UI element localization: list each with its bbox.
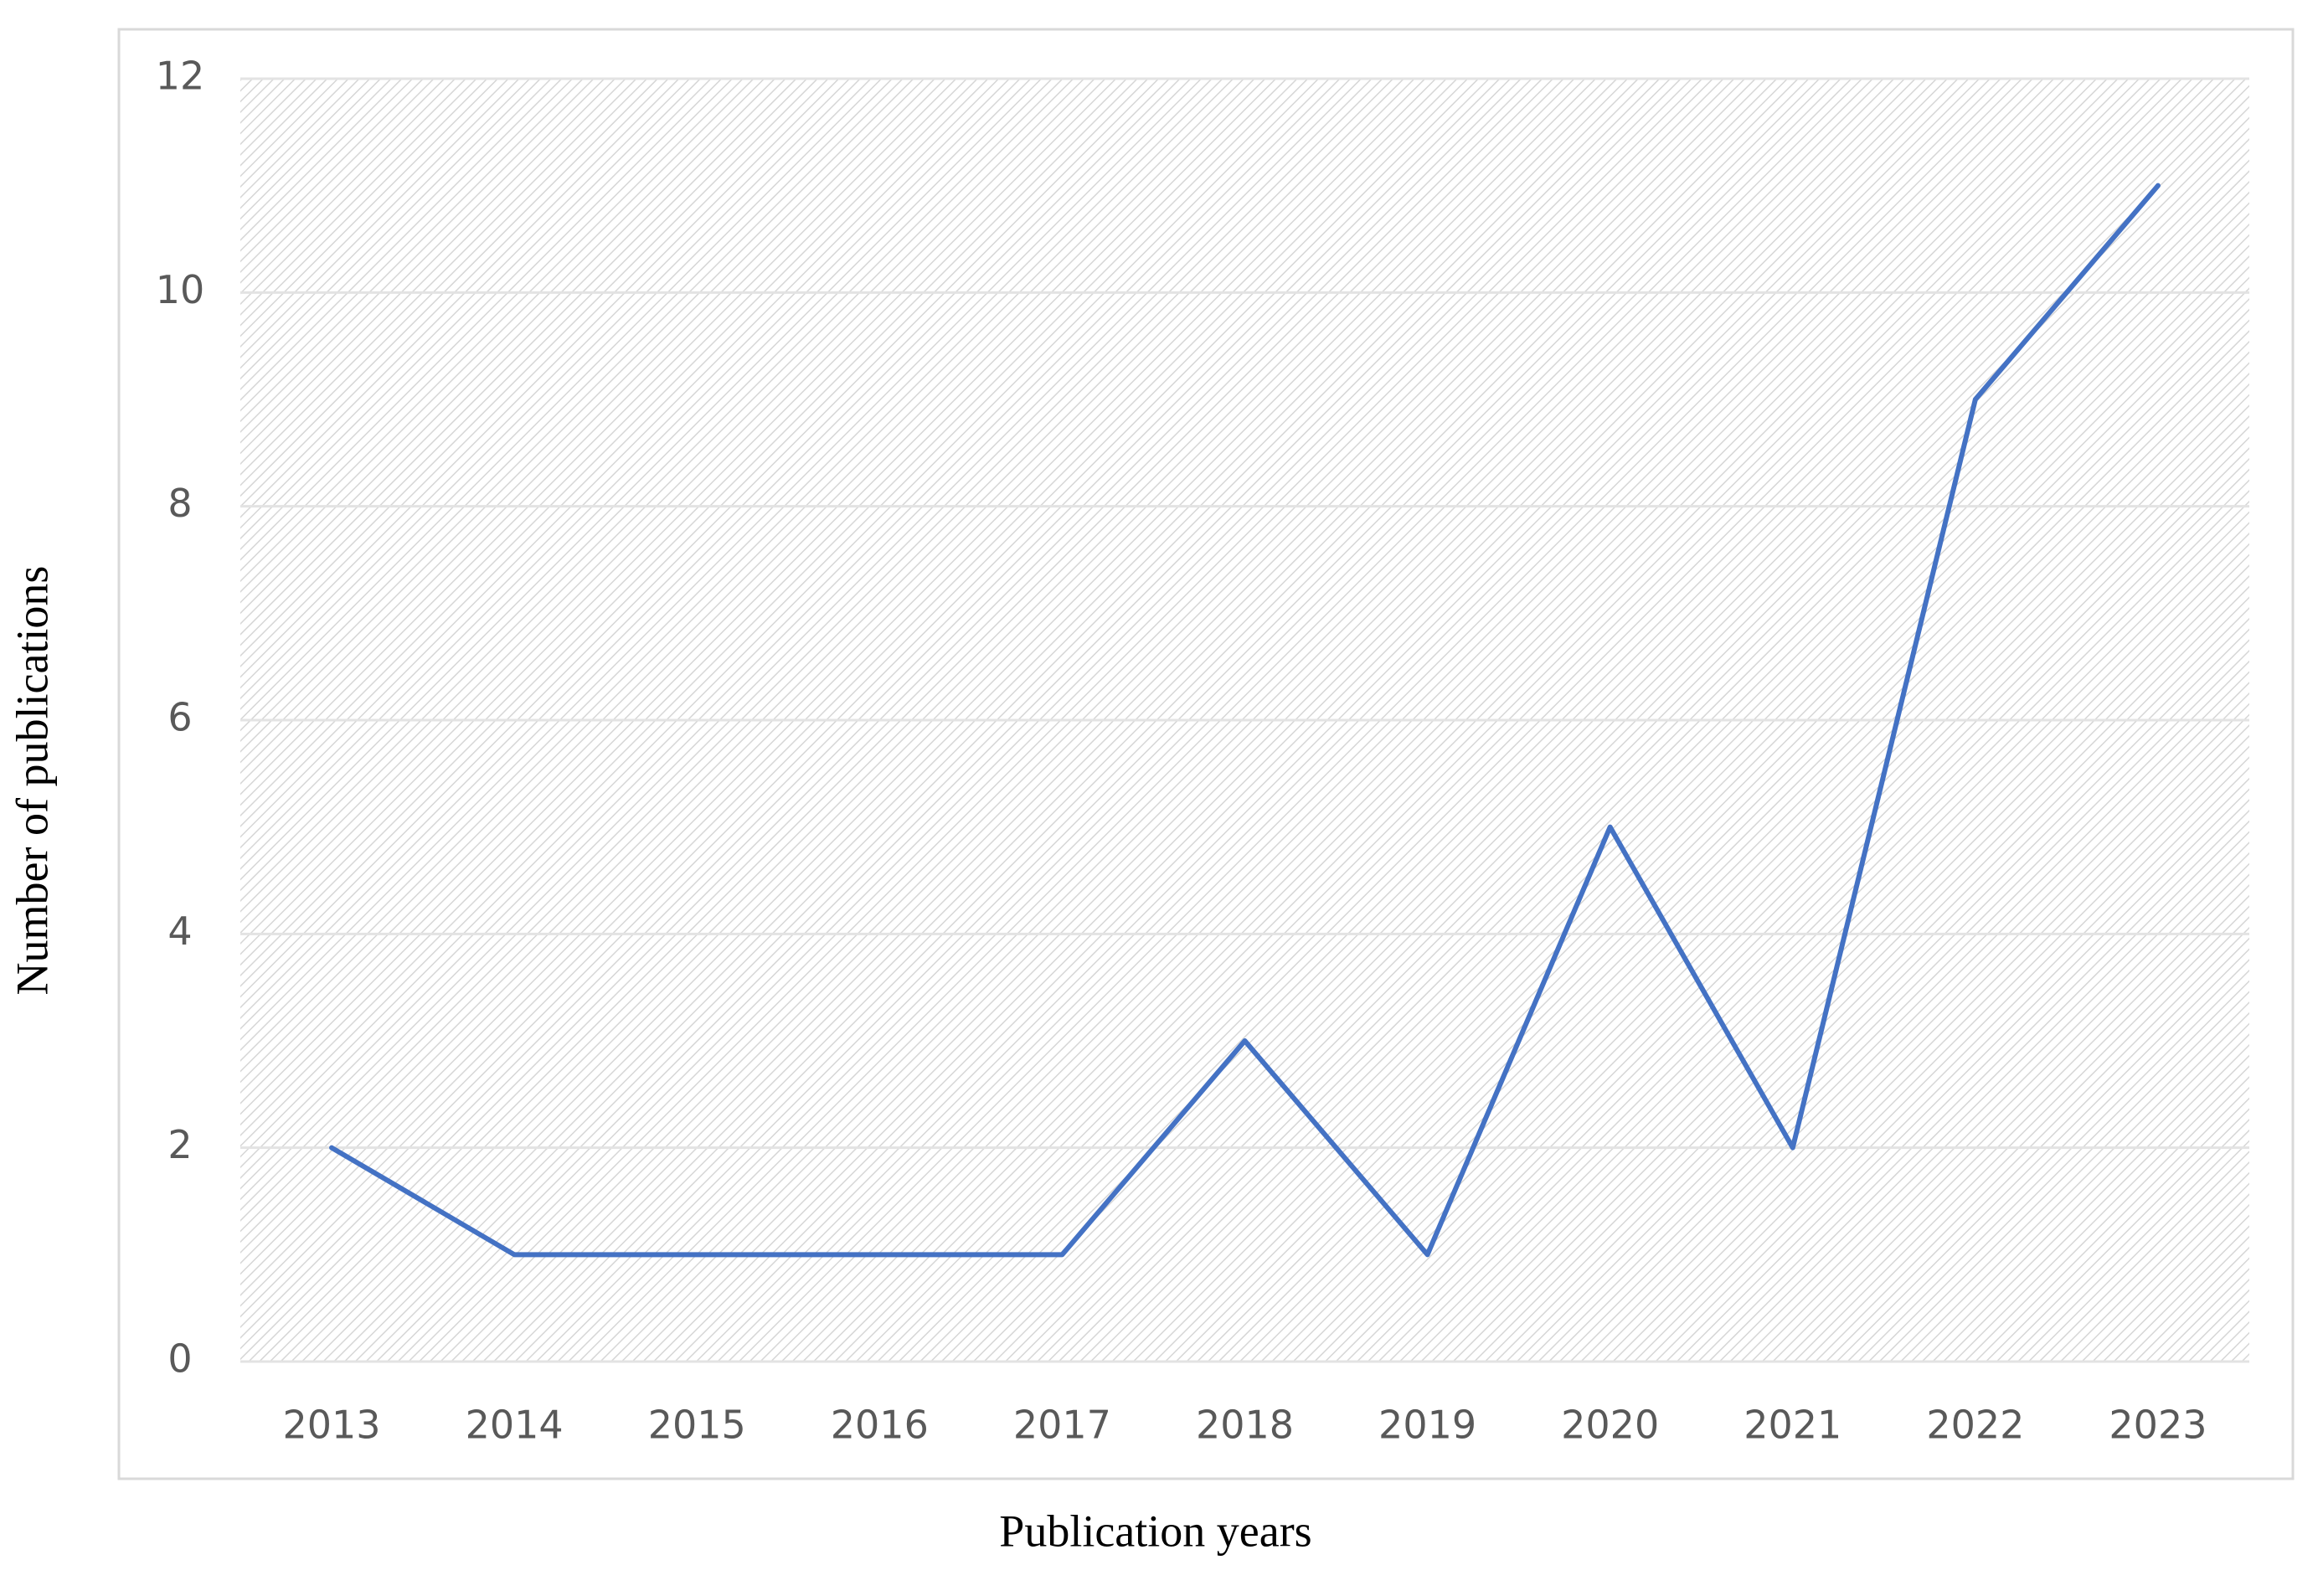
x-tick-label: 2021: [1744, 1403, 1841, 1448]
y-tick-label: 10: [156, 267, 205, 312]
x-tick-label: 2015: [648, 1403, 746, 1448]
x-tick-label: 2013: [283, 1403, 381, 1448]
y-tick-label: 12: [156, 54, 205, 99]
y-axis-title: Number of publications: [7, 566, 57, 996]
x-tick-label: 2014: [466, 1403, 564, 1448]
x-tick-label: 2016: [831, 1403, 929, 1448]
x-tick-label: 2019: [1378, 1403, 1476, 1448]
x-tick-label: 2023: [2109, 1403, 2207, 1448]
y-tick-label: 2: [167, 1122, 192, 1167]
y-tick-label: 0: [167, 1336, 192, 1382]
x-tick-label: 2018: [1196, 1403, 1294, 1448]
x-tick-label: 2022: [1926, 1403, 2024, 1448]
x-tick-label: 2020: [1561, 1403, 1659, 1448]
y-tick-label: 8: [167, 481, 192, 526]
x-axis-title: Publication years: [999, 1506, 1311, 1556]
y-tick-label: 6: [167, 695, 192, 740]
data-line: [329, 183, 2161, 1258]
y-tick-label: 4: [167, 909, 192, 954]
x-tick-label: 2017: [1013, 1403, 1111, 1448]
